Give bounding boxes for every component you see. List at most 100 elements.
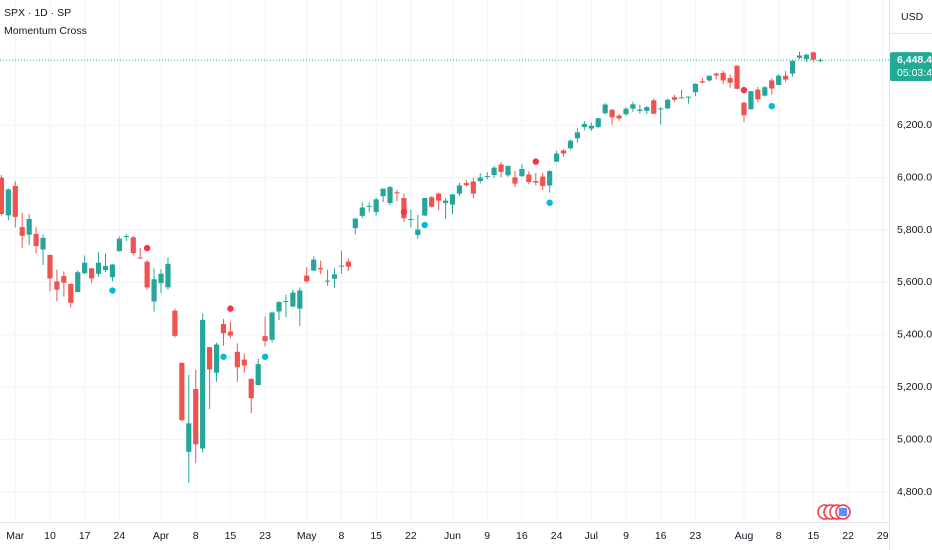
x-tick-label: Aug: [735, 530, 754, 542]
candle-body: [276, 302, 282, 312]
signal-dot: [109, 287, 116, 294]
candle-body: [241, 359, 247, 366]
candle-body: [526, 174, 532, 183]
countdown: 05:03:42: [897, 67, 932, 79]
candle-body: [484, 176, 490, 178]
candle-body: [373, 199, 379, 212]
y-tick-label: 5,200.00: [897, 381, 932, 393]
candle-body: [658, 108, 664, 110]
candle-body: [512, 177, 518, 184]
x-tick-label: 22: [405, 530, 417, 542]
candle-body: [165, 263, 171, 288]
signal-dot: [532, 158, 539, 165]
candle-body: [581, 123, 587, 128]
candle-body: [713, 73, 719, 76]
candle-body: [554, 153, 560, 162]
x-tick-label: 23: [690, 530, 702, 542]
signal-dot: [220, 353, 227, 360]
x-tick-label: 9: [484, 530, 490, 542]
signal-dot: [143, 244, 151, 252]
candle-body: [748, 91, 754, 110]
candle-body: [380, 188, 386, 197]
candle-body: [588, 125, 594, 129]
candle-body: [533, 181, 539, 183]
candle-body: [498, 164, 504, 172]
candle-body: [262, 336, 268, 342]
candle-body: [776, 75, 782, 85]
candle-body: [158, 273, 164, 284]
candle-body: [207, 347, 213, 370]
candle-body: [19, 227, 25, 236]
candle-body: [151, 279, 157, 302]
candle-body: [144, 261, 150, 288]
candle-body: [436, 193, 442, 201]
x-tick-label: 16: [516, 530, 528, 542]
y-tick-label: 6,000.00: [897, 171, 932, 183]
signal-dot: [227, 305, 234, 312]
x-tick-label: 23: [259, 530, 271, 542]
x-tick-label: Mar: [6, 530, 25, 542]
candle-body: [75, 272, 81, 293]
candle-body: [422, 198, 428, 216]
x-tick-label: 10: [44, 530, 56, 542]
candle-body: [602, 104, 608, 114]
y-tick-label: 5,800.00: [897, 224, 932, 236]
candle-body: [227, 331, 234, 336]
candle-body: [338, 265, 345, 267]
candle-body: [540, 176, 546, 186]
signal-dot: [400, 208, 408, 216]
candle-body: [255, 364, 261, 386]
candle-body: [665, 99, 671, 109]
candle-body: [783, 75, 789, 80]
candle-body: [449, 194, 456, 205]
candle-body: [727, 78, 733, 83]
candle-body: [623, 108, 629, 115]
candle-body: [283, 300, 289, 302]
x-tick-label: Jul: [585, 530, 598, 542]
candle-body: [699, 81, 705, 83]
candle-body: [595, 118, 601, 128]
candle-body: [387, 187, 393, 204]
candle-body: [179, 362, 185, 421]
candle-body: [789, 60, 796, 74]
signal-dot: [261, 353, 269, 360]
candle-body: [40, 237, 46, 250]
candle-body: [616, 115, 622, 119]
candle-body: [651, 100, 657, 114]
x-tick-label: 8: [776, 530, 782, 542]
candle-body: [574, 132, 581, 139]
candle-body: [123, 236, 129, 238]
candle-body: [519, 168, 525, 177]
candle-body: [0, 177, 4, 215]
candle-body: [33, 233, 39, 246]
candle-body: [269, 312, 275, 340]
y-tick-label: 5,600.00: [897, 276, 932, 288]
candle-body: [137, 257, 143, 259]
x-tick-label: 8: [193, 530, 199, 542]
x-tick-label: 16: [655, 530, 667, 542]
candle-body: [477, 177, 483, 182]
candle-body: [186, 423, 192, 452]
candle-body: [803, 54, 810, 59]
candle-body: [692, 83, 698, 93]
candle-body: [429, 197, 435, 207]
candle-body: [609, 109, 615, 118]
candle-body: [220, 324, 227, 334]
symbol-title: SPX · 1D · SP: [4, 7, 71, 19]
candle-body: [470, 181, 476, 194]
x-tick-label: 22: [842, 530, 854, 542]
y-tick-label: 4,800.00: [897, 486, 932, 498]
x-tick-label: 29: [877, 530, 889, 542]
candle-body: [345, 261, 351, 267]
x-tick-label: 15: [370, 530, 382, 542]
candle-body: [234, 351, 240, 368]
currency[interactable]: USD: [901, 11, 924, 23]
candle-body: [331, 274, 338, 279]
flags-icon[interactable]: [817, 504, 851, 520]
x-tick-label: Apr: [153, 530, 170, 542]
candle-body: [68, 283, 74, 303]
candle-body: [671, 97, 678, 100]
candle-body: [172, 310, 178, 336]
plot: [0, 51, 889, 483]
